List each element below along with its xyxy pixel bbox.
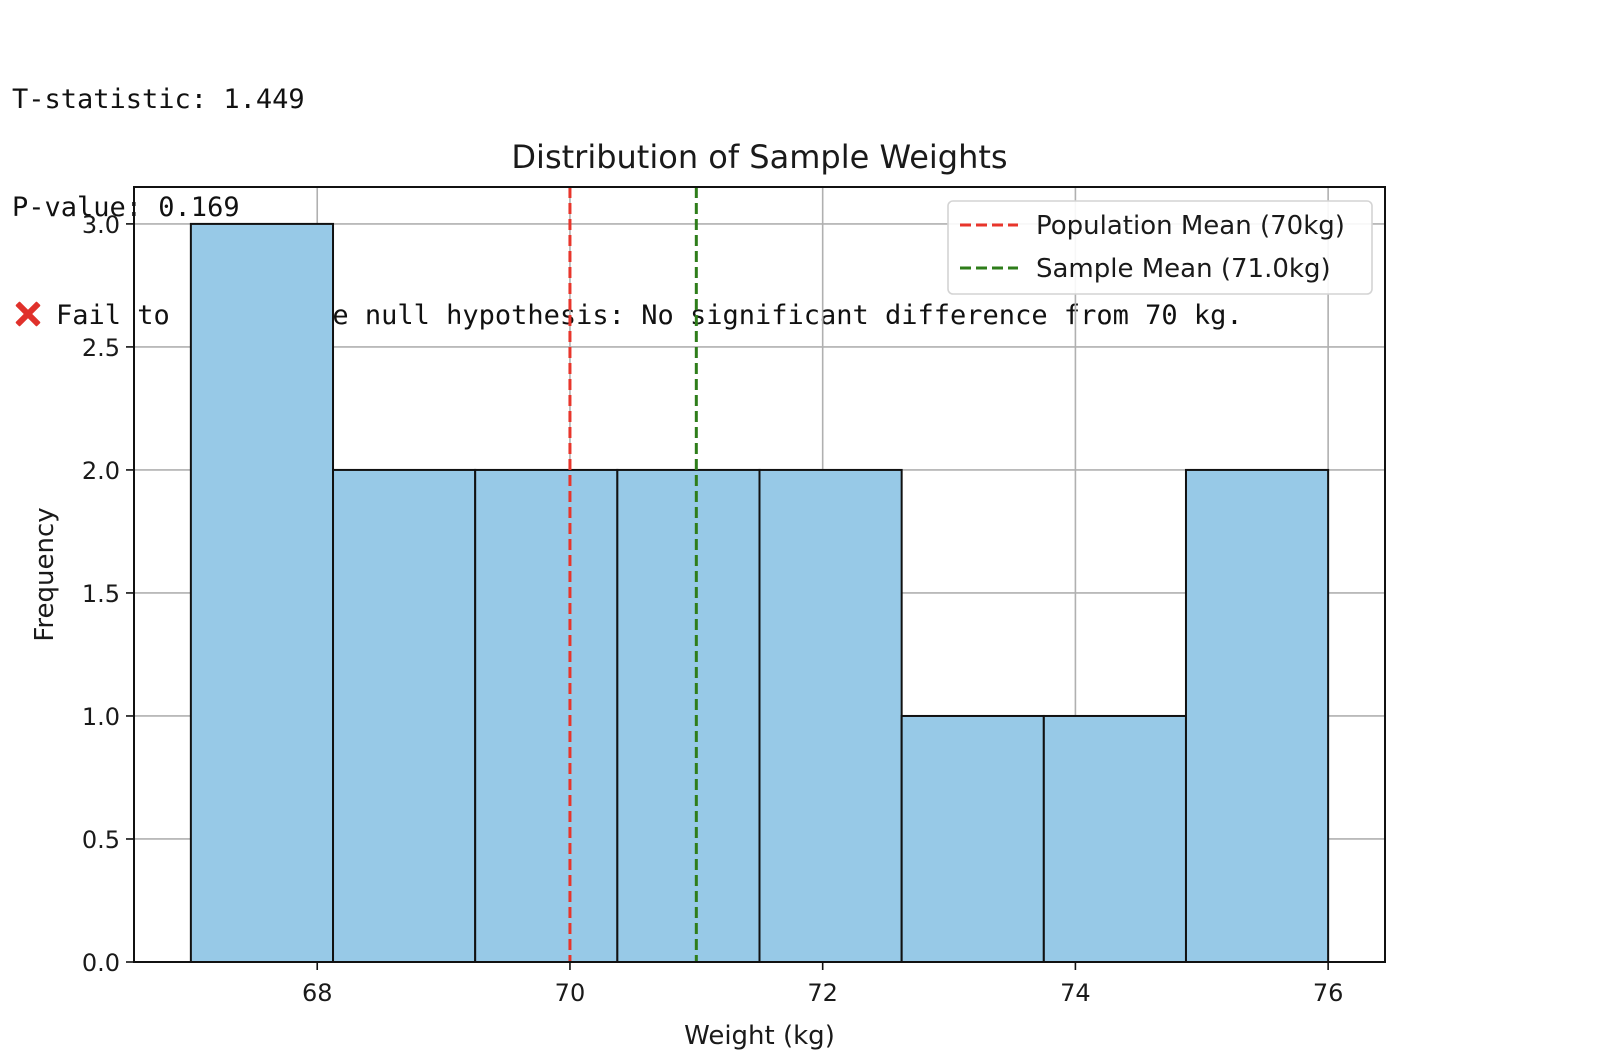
legend-box bbox=[947, 200, 1373, 295]
x-tick-label: 76 bbox=[1313, 979, 1344, 1007]
histogram-bar-6 bbox=[900, 714, 1045, 964]
y-tick-label: 1.0 bbox=[82, 703, 120, 731]
axis-ticks: 68 70 72 74 76 0.0 0.5 1.0 1.5 2.0 2.5 3.0 bbox=[82, 211, 1344, 1007]
t-statistic-line: T-statistic: 1.449 bbox=[12, 84, 305, 115]
x-tick-label: 68 bbox=[302, 979, 333, 1007]
histogram-bar-3 bbox=[474, 468, 619, 963]
y-tick-label: 3.0 bbox=[82, 211, 120, 239]
histogram-bar-8 bbox=[1184, 468, 1330, 963]
histogram-bar-4 bbox=[616, 468, 761, 963]
x-tick-label: 72 bbox=[807, 979, 838, 1007]
histogram-bar-1 bbox=[189, 222, 335, 963]
histogram-bar-7 bbox=[1042, 714, 1187, 964]
x-tick-label: 70 bbox=[555, 979, 586, 1007]
legend: Population Mean (70kg) Sample Mean (71.0k… bbox=[947, 200, 1373, 295]
y-tick-label: 2.5 bbox=[82, 334, 120, 362]
histogram-bar-2 bbox=[332, 468, 477, 963]
p-value-line: P-value: 0.169 bbox=[12, 190, 1243, 226]
x-axis-label: Weight (kg) bbox=[684, 1021, 835, 1051]
y-tick-label: 0.0 bbox=[82, 949, 120, 977]
p-value-text: P-value: 0.169 bbox=[12, 192, 240, 223]
y-tick-label: 2.0 bbox=[82, 457, 120, 485]
legend-label-1: Population Mean (70kg) bbox=[1036, 211, 1345, 241]
legend-label-2: Sample Mean (71.0kg) bbox=[1036, 254, 1331, 284]
axes-frame bbox=[133, 186, 1386, 963]
histogram-bar-5 bbox=[758, 468, 903, 963]
chart-title: Distribution of Sample Weights bbox=[511, 138, 1007, 176]
x-tick-label: 74 bbox=[1060, 979, 1091, 1007]
y-tick-label: 0.5 bbox=[82, 826, 120, 854]
y-tick-label: 1.5 bbox=[82, 580, 120, 608]
reference-lines bbox=[568, 187, 698, 962]
histogram-bars bbox=[189, 222, 1330, 964]
y-axis-label: Frequency bbox=[30, 507, 60, 641]
